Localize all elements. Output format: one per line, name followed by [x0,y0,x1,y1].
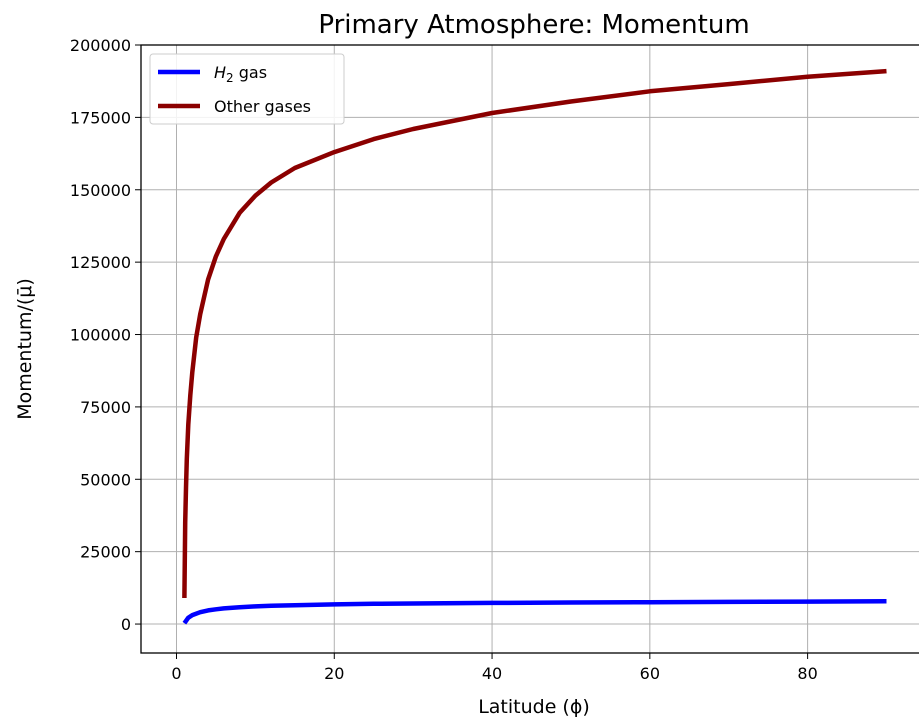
series-line-other-gases [182,68,887,599]
plot-series [182,68,887,625]
y-tick-label: 75000 [80,398,131,417]
y-tick-label: 125000 [70,253,131,272]
y-tick-label: 25000 [80,543,131,562]
y-tick-label: 150000 [70,181,131,200]
x-tick-label: 60 [640,664,660,683]
y-tick-label: 200000 [70,36,131,55]
y-tick-label: 175000 [70,108,131,127]
x-tick-label: 40 [482,664,502,683]
y-axis-ticks: 0 25000 50000 75000 100000 125000 150000 175000… [70,36,141,634]
legend-label-h2: H2 gas [214,63,267,85]
series-line-h2-gas [182,599,887,625]
y-axis-label: Momentum/(μ̄) [14,278,36,420]
y-tick-label: 50000 [80,470,131,489]
chart-title: Primary Atmosphere: Momentum [318,10,749,40]
legend: H2 gas Other gases [149,53,345,125]
x-tick-label: 0 [171,664,181,683]
y-tick-label: 0 [121,615,131,634]
x-axis-label: Latitude (ϕ) [478,696,590,718]
x-axis-ticks: 0 20 40 60 80 [171,653,818,683]
grid-lines [141,44,919,653]
legend-label-other: Other gases [214,97,311,116]
x-tick-label: 80 [797,664,817,683]
plot-frame [140,44,919,654]
y-tick-label: 100000 [70,326,131,345]
x-tick-label: 20 [324,664,344,683]
